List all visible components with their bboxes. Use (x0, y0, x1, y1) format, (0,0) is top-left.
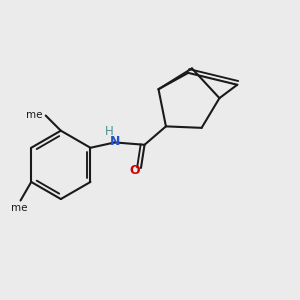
Text: O: O (129, 164, 140, 178)
Text: H: H (105, 124, 114, 138)
Text: me: me (11, 203, 27, 213)
Text: N: N (110, 135, 120, 148)
Text: me: me (26, 110, 42, 120)
